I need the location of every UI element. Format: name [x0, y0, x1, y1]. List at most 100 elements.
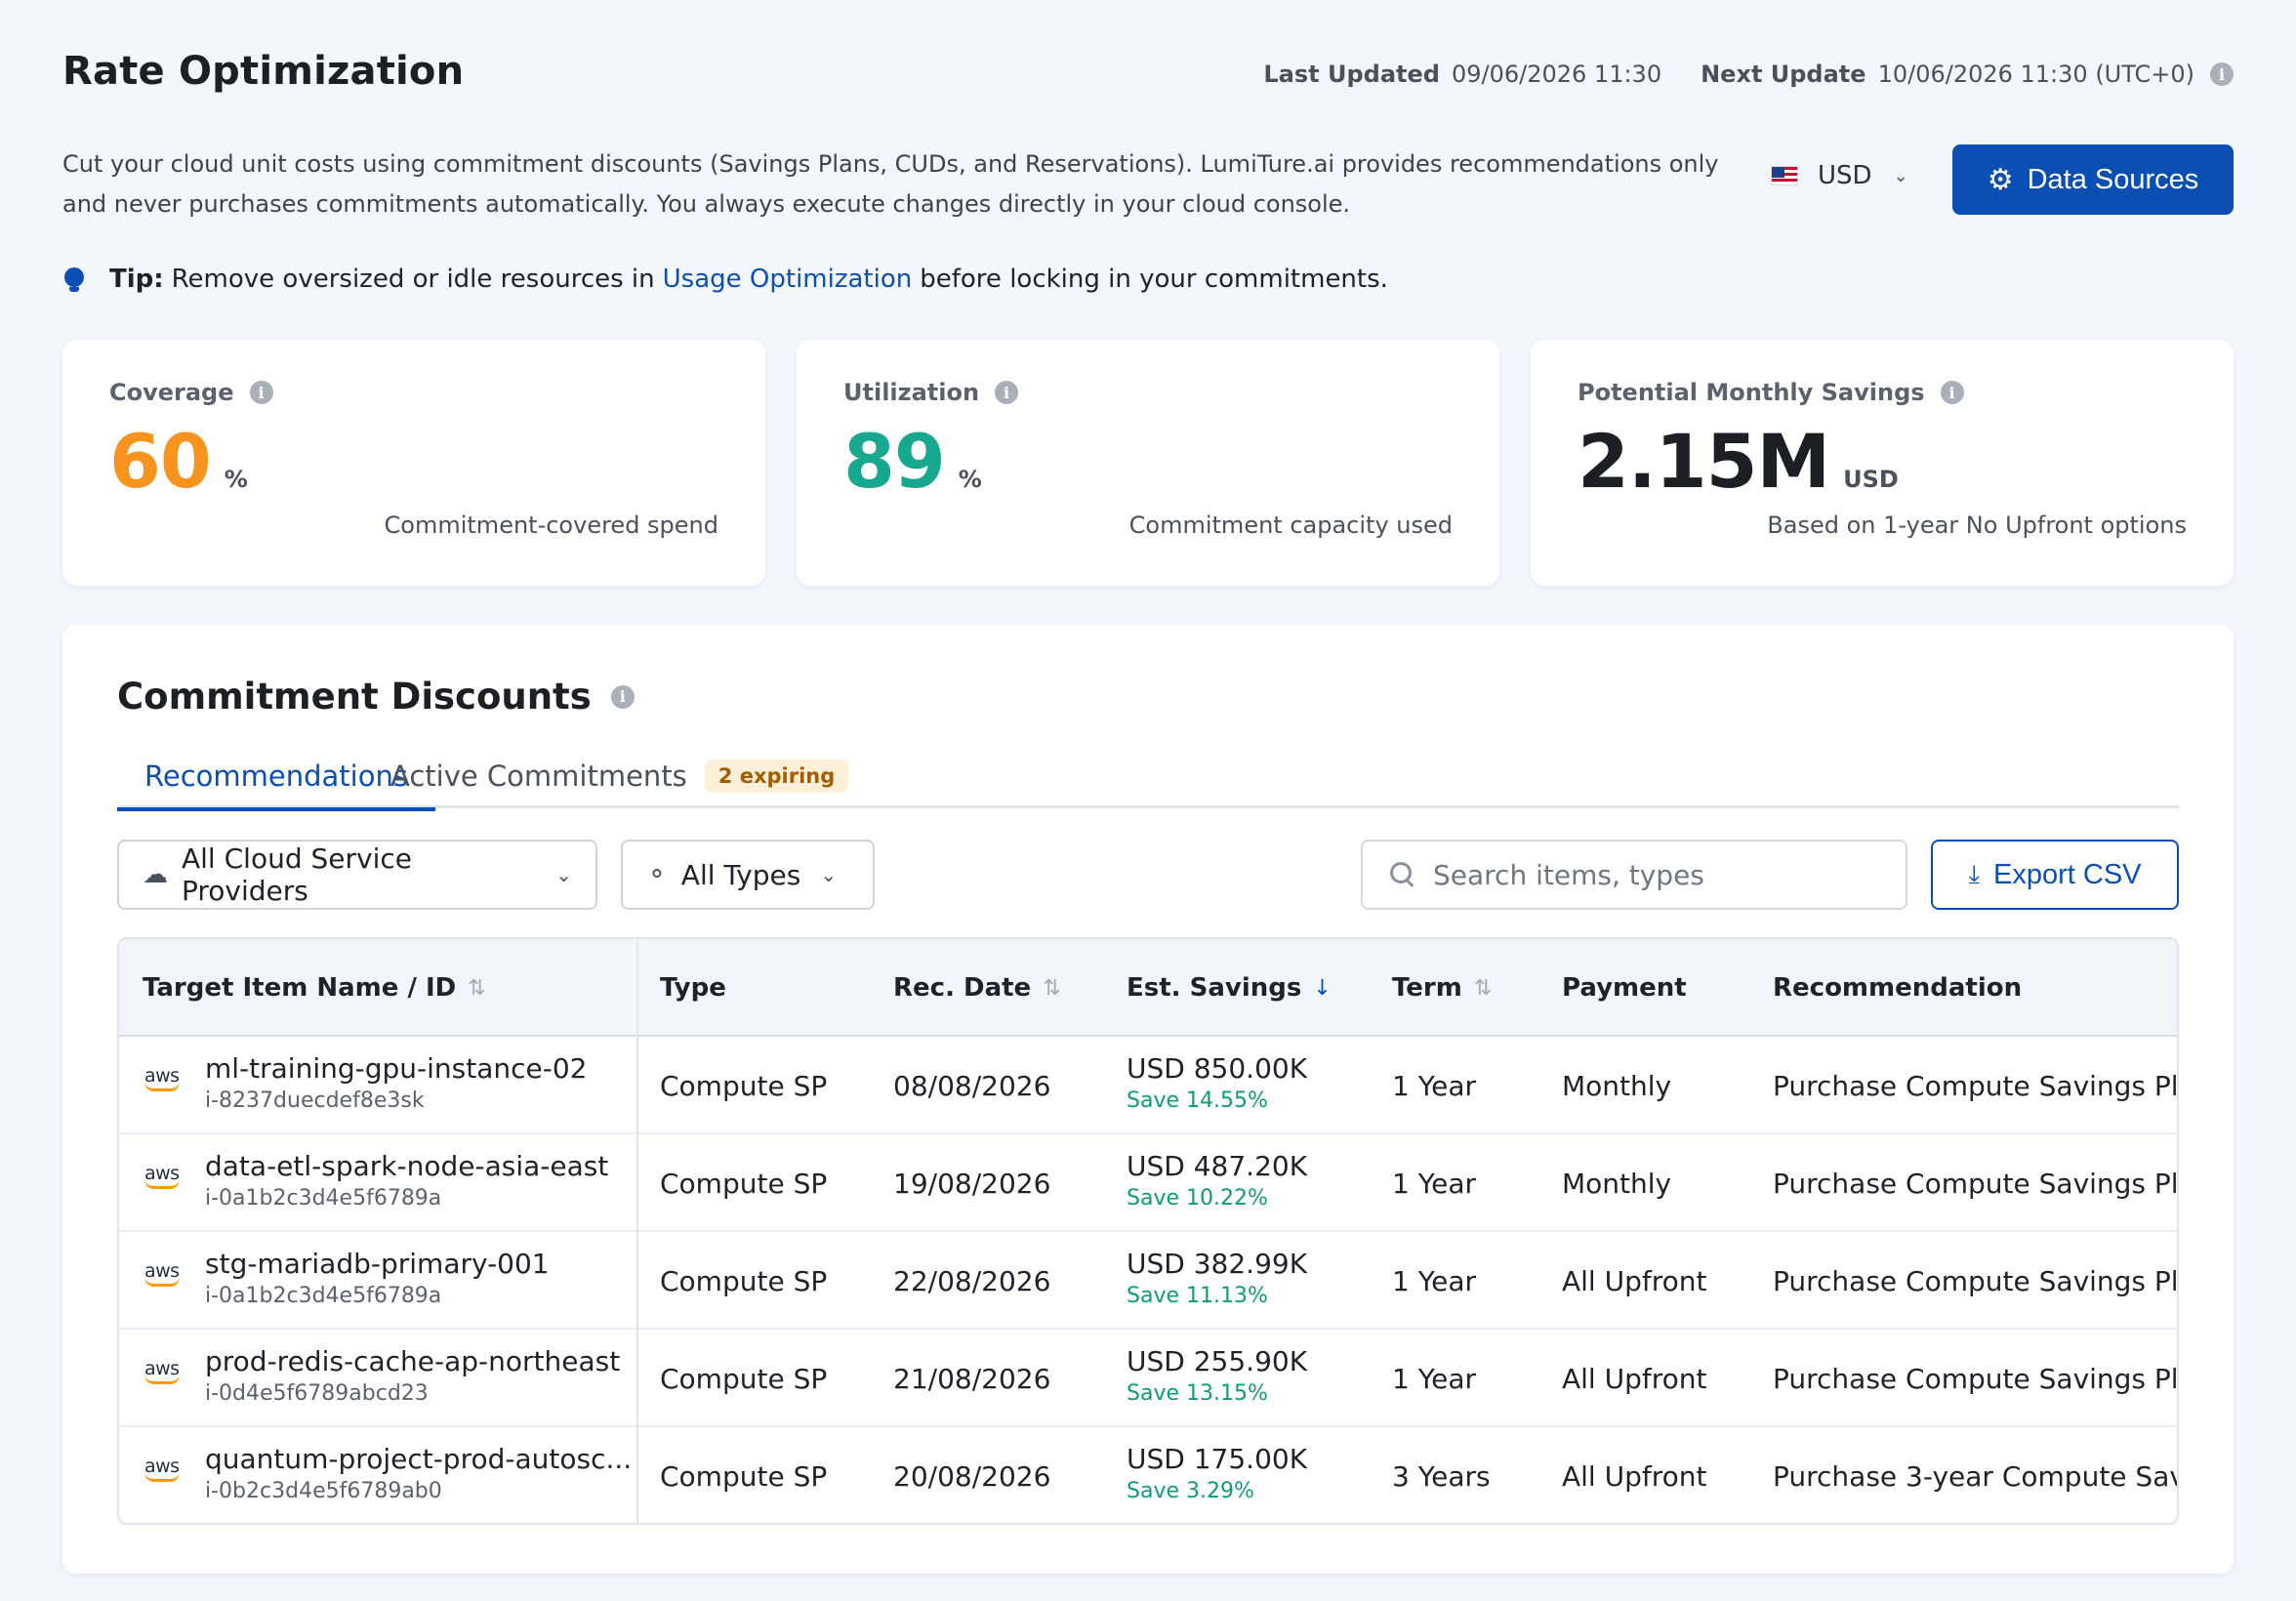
sort-icon[interactable]: ⇅	[1043, 975, 1061, 1001]
tab-label: Active Commitments	[390, 759, 687, 793]
target-item-id: i-0a1b2c3d4e5f6789a	[205, 1284, 442, 1308]
lightbulb-icon	[62, 264, 86, 295]
est-savings-cell: USD 850.00K Save 14.55%	[1127, 1050, 1307, 1115]
export-csv-label: Export CSV	[1993, 858, 2142, 890]
type-cell: Compute SP	[660, 1362, 828, 1395]
column-header-rec-date[interactable]: Rec. Date ⇅	[893, 973, 1061, 1003]
column-header-payment: Payment	[1562, 973, 1687, 1003]
data-sources-button[interactable]: ⚙ Data Sources	[1952, 144, 2234, 215]
info-icon[interactable]: i	[1940, 381, 1964, 404]
search-icon	[1390, 862, 1415, 887]
kpi-unit: %	[224, 466, 248, 493]
type-filter-value: All Types	[680, 858, 801, 891]
table-row[interactable]: aws prod-redis-cache-ap-northeast i-0d4e5f…	[119, 1330, 2177, 1427]
est-savings-cell: USD 382.99K Save 11.13%	[1127, 1246, 1307, 1310]
column-header-name[interactable]: Target Item Name / ID ⇅	[143, 973, 486, 1003]
cloud-icon: ☁	[143, 860, 168, 889]
est-savings-cell: USD 487.20K Save 10.22%	[1127, 1148, 1307, 1212]
payment-cell: All Upfront	[1562, 1264, 1707, 1297]
rec-date-cell: 22/08/2026	[893, 1264, 1051, 1297]
tab-recommendations[interactable]: Recommendations	[117, 744, 435, 811]
target-item-id: i-0b2c3d4e5f6789ab0	[205, 1479, 442, 1503]
recommendation-cell: Purchase Compute Savings Plan	[1773, 1264, 2179, 1297]
column-header-recommendation: Recommendation	[1773, 973, 2023, 1003]
usage-optimization-link[interactable]: Usage Optimization	[662, 265, 913, 294]
target-item-name: stg-mariadb-primary-001	[205, 1248, 550, 1280]
provider-filter[interactable]: ☁ All Cloud Service Providers ⌄	[117, 840, 597, 910]
search-placeholder: Search items, types	[1433, 858, 1704, 891]
chevron-down-icon: ⌄	[1893, 165, 1908, 186]
target-item-name: data-etl-spark-node-asia-east	[205, 1150, 609, 1182]
kpi-unit: USD	[1843, 466, 1899, 493]
tip-text-before: Remove oversized or idle resources in	[171, 265, 655, 294]
type-filter[interactable]: ⚬ All Types ⌄	[621, 840, 875, 910]
target-item-name: prod-redis-cache-ap-northeast	[205, 1345, 621, 1377]
kpi-subtitle: Commitment capacity used	[1128, 512, 1453, 539]
tip-banner: Tip: Remove oversized or idle resources …	[62, 264, 1388, 295]
table-header: Target Item Name / ID ⇅ Type Rec. Date ⇅ E…	[119, 939, 2177, 1037]
target-item: stg-mariadb-primary-001 i-0a1b2c3d4e5f678…	[205, 1246, 550, 1310]
info-icon[interactable]: i	[249, 381, 273, 404]
info-icon[interactable]: i	[610, 684, 635, 709]
term-cell: 1 Year	[1392, 1069, 1476, 1102]
column-header-est-savings[interactable]: Est. Savings ↓	[1127, 973, 1332, 1003]
us-flag-icon	[1771, 166, 1798, 185]
sort-icon[interactable]: ⇅	[1473, 975, 1493, 1001]
type-cell: Compute SP	[660, 1459, 828, 1493]
rec-date-cell: 21/08/2026	[893, 1362, 1051, 1395]
provider-filter-value: All Cloud Service Providers	[182, 842, 412, 907]
kpi-value: 2.15M	[1578, 418, 1830, 505]
currency-value: USD	[1818, 161, 1872, 190]
kpi-card-utilization: Utilization i 89% Commitment capacity use…	[797, 340, 1499, 586]
type-cell: Compute SP	[660, 1069, 828, 1102]
savings-percent: Save 10.22%	[1127, 1186, 1268, 1211]
chevron-down-icon: ⌄	[820, 863, 838, 886]
tab-bar: Recommendations Active Commitments 2 exp…	[117, 744, 2179, 811]
page-title: Rate Optimization	[62, 49, 465, 94]
rec-date-cell: 19/08/2026	[893, 1167, 1051, 1200]
table-row[interactable]: aws quantum-project-prod-autosc... i-0b2c3…	[119, 1427, 2177, 1523]
expiring-badge: 2 expiring	[704, 759, 849, 793]
currency-select[interactable]: USD ⌄	[1771, 161, 1908, 190]
savings-percent: Save 3.29%	[1127, 1479, 1254, 1503]
table-row[interactable]: aws ml-training-gpu-instance-02 i-8237duec…	[119, 1037, 2177, 1134]
payment-cell: Monthly	[1562, 1069, 1672, 1102]
target-item-id: i-8237duecdef8e3sk	[205, 1088, 425, 1113]
tip-label: Tip:	[109, 265, 164, 294]
recommendation-cell: Purchase Compute Savings Plan	[1773, 1362, 2179, 1395]
info-icon[interactable]: i	[2210, 62, 2234, 86]
target-item: ml-training-gpu-instance-02 i-8237duecdef…	[205, 1050, 587, 1115]
export-csv-button[interactable]: ⤓ Export CSV	[1931, 840, 2179, 910]
payment-cell: All Upfront	[1562, 1459, 1707, 1493]
panel-title: Commitment Discounts	[117, 676, 592, 718]
savings-percent: Save 13.15%	[1127, 1381, 1268, 1406]
next-update-value: 10/06/2026 11:30 (UTC+0)	[1877, 61, 2194, 88]
savings-amount: USD 487.20K	[1127, 1150, 1308, 1182]
table-row[interactable]: aws stg-mariadb-primary-001 i-0a1b2c3d4e5f…	[119, 1232, 2177, 1330]
kpi-card-coverage: Coverage i 60% Commitment-covered spend	[62, 340, 765, 586]
chevron-down-icon: ⌄	[555, 863, 572, 886]
kpi-title: Potential Monthly Savings	[1578, 379, 1925, 406]
tip-text-after: before locking in your commitments.	[920, 265, 1388, 294]
kpi-card-savings: Potential Monthly Savings i 2.15M USD Base…	[1531, 340, 2234, 586]
page-description: Cut your cloud unit costs using commitme…	[62, 150, 1719, 218]
sort-desc-icon[interactable]: ↓	[1313, 975, 1332, 1001]
download-icon: ⤓	[1968, 859, 1981, 888]
info-icon[interactable]: i	[995, 381, 1019, 404]
search-input[interactable]: Search items, types	[1361, 840, 1907, 910]
savings-amount: USD 850.00K	[1127, 1052, 1308, 1085]
term-cell: 1 Year	[1392, 1264, 1476, 1297]
recommendation-cell: Purchase Compute Savings Plan	[1773, 1167, 2179, 1200]
sort-icon[interactable]: ⇅	[468, 975, 486, 1001]
kpi-unit: %	[958, 466, 982, 493]
target-item: quantum-project-prod-autosc... i-0b2c3d4e…	[205, 1441, 632, 1505]
savings-percent: Save 11.13%	[1127, 1284, 1268, 1308]
header: Rate Optimization Last Updated 09/06/202…	[62, 49, 2234, 103]
target-item-id: i-0a1b2c3d4e5f6789a	[205, 1186, 442, 1211]
update-info: Last Updated 09/06/2026 11:30 Next Updat…	[1263, 61, 2234, 88]
recommendations-table: Target Item Name / ID ⇅ Type Rec. Date ⇅ E…	[117, 937, 2179, 1525]
column-header-term[interactable]: Term ⇅	[1392, 973, 1493, 1003]
tab-active-commitments[interactable]: Active Commitments 2 expiring	[363, 744, 876, 808]
table-row[interactable]: aws data-etl-spark-node-asia-east i-0a1b2c…	[119, 1134, 2177, 1232]
